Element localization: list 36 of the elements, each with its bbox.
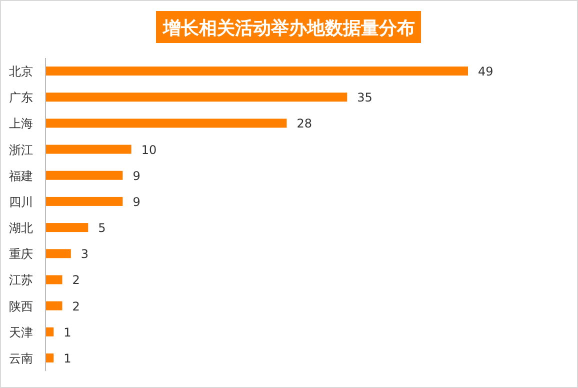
data-label: 1 — [64, 325, 72, 340]
bar — [45, 66, 468, 76]
y-tick-label: 陕西 — [9, 299, 33, 314]
y-tick-label: 江苏 — [9, 273, 33, 288]
data-label: 5 — [98, 221, 106, 236]
bar — [45, 249, 71, 258]
data-label: 2 — [72, 273, 80, 288]
data-label: 1 — [64, 351, 72, 366]
y-tick-label: 福建 — [9, 168, 33, 183]
data-label: 3 — [80, 247, 89, 262]
bar — [45, 118, 287, 128]
data-label: 9 — [132, 168, 140, 183]
bar — [45, 92, 348, 102]
bar — [45, 223, 88, 232]
y-tick-label: 云南 — [9, 351, 33, 366]
data-label: 9 — [132, 194, 140, 209]
y-tick-label: 上海 — [9, 116, 33, 131]
bar — [45, 144, 132, 154]
bar — [45, 196, 123, 206]
title: 增长相关活动举办地数据量分布 — [156, 11, 421, 43]
data-label: 49 — [478, 64, 494, 79]
y-tick-label: 湖北 — [9, 221, 33, 236]
bar — [45, 170, 123, 180]
data-label: 28 — [296, 116, 312, 131]
data-label: 35 — [357, 90, 372, 105]
y-tick-label: 天津 — [9, 325, 33, 340]
y-tick-label: 北京 — [9, 64, 33, 79]
y-tick-label: 广东 — [9, 90, 33, 105]
y-tick-label: 浙江 — [9, 142, 33, 157]
bar — [45, 275, 62, 284]
y-tick-label: 四川 — [9, 194, 33, 209]
chart-title: 增长相关活动举办地数据量分布 — [162, 18, 415, 39]
data-label: 2 — [72, 299, 80, 314]
bar — [45, 301, 62, 310]
y-tick-label: 重庆 — [9, 247, 33, 262]
data-label: 10 — [141, 142, 157, 157]
